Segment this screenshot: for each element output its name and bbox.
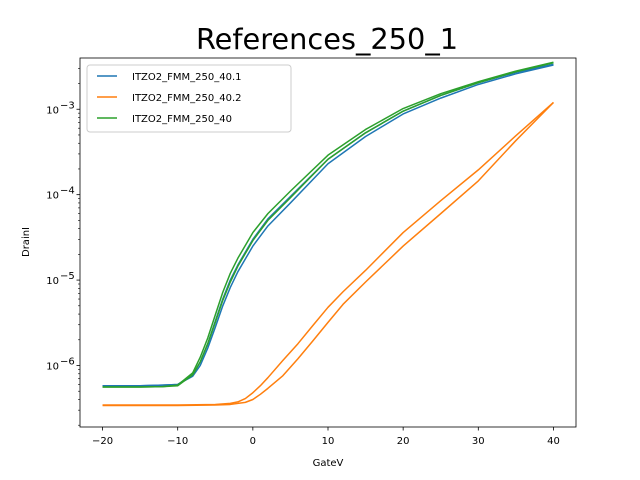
x-tick-label: 0: [250, 436, 256, 447]
x-tick-label: 10: [322, 436, 335, 447]
x-axis: −20 −10 0 10 20 30 40: [92, 427, 560, 447]
y-tick-exponent: −6: [60, 357, 75, 368]
series-line-1-sweep-0: [102, 101, 554, 407]
legend-label-2: ITZO2_FMM_250_40: [132, 114, 232, 125]
series-line-1-sweep-1: [102, 101, 554, 406]
x-tick-label: 20: [397, 436, 410, 447]
series-line-2-sweep-1: [102, 61, 554, 388]
y-axis: 10−610−510−410−3: [46, 68, 80, 426]
x-tick-label: 30: [472, 436, 485, 447]
y-tick-exponent: −5: [60, 271, 75, 282]
y-tick-base: 10: [46, 105, 59, 116]
x-tick-label: −10: [167, 436, 188, 447]
legend-box: [86, 64, 292, 133]
y-axis-label: DrainI: [21, 227, 32, 257]
legend-label-0: ITZO2_FMM_250_40.1: [132, 72, 242, 83]
legend: ITZO2_FMM_250_40.1 ITZO2_FMM_250_40.2 ITZO…: [86, 64, 292, 133]
y-tick-base: 10: [46, 191, 59, 202]
chart-title: References_250_1: [196, 22, 458, 56]
legend-label-1: ITZO2_FMM_250_40.2: [132, 93, 242, 104]
series-line-2-sweep-0: [102, 62, 554, 388]
x-tick-label: −20: [92, 436, 113, 447]
x-axis-label: GateV: [313, 458, 344, 469]
y-tick-base: 10: [46, 362, 59, 373]
x-tick-label: 40: [547, 436, 560, 447]
y-tick-base: 10: [46, 276, 59, 287]
y-tick-exponent: −4: [60, 186, 75, 197]
y-tick-exponent: −3: [60, 100, 75, 111]
series-layer: [102, 61, 554, 407]
